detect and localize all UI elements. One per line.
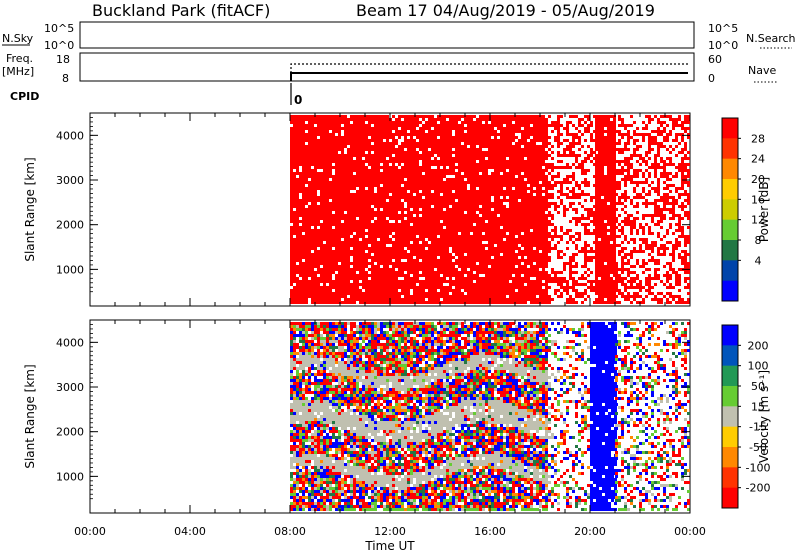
colorbar-swatch [722, 325, 738, 346]
x-tick-label: 00:00 [74, 525, 106, 538]
colorbar-label: Power [dB] [757, 177, 771, 242]
cpid-value: 0 [294, 93, 302, 107]
x-axis-label: Time UT [364, 539, 415, 553]
y-tick-label: 2000 [56, 219, 84, 232]
x-tick-label: 04:00 [174, 525, 206, 538]
colorbar-swatch [722, 406, 738, 428]
y-tick-label: 1000 [56, 263, 84, 276]
x-tick-label: 08:00 [274, 525, 306, 538]
colorbar-swatch [722, 386, 738, 407]
colorbar-tick-label: 4 [755, 254, 762, 267]
power-panel: 1000 2000 3000 4000 Slant Range [km] [23, 112, 691, 307]
y-tick-label: 3000 [56, 174, 84, 187]
nsky-tick-bottom: 10^0 [44, 39, 74, 52]
x-tick-label: 12:00 [374, 525, 406, 538]
cpid-row: CPID 0 [10, 83, 302, 107]
freq-unit: [MHz] [2, 65, 34, 78]
colorbar-swatch [722, 219, 738, 241]
freq-label: Freq. [6, 52, 33, 65]
power-colorbar: 28 24 20 16 12 8 4 Power [dB] [721, 117, 771, 302]
plot-title: Buckland Park (fitACF) [92, 1, 270, 20]
colorbar-tick-label: -50 [749, 441, 767, 454]
freq-tick-bottom: 8 [62, 72, 69, 85]
nave-trace [290, 63, 688, 73]
x-tick-label: 00:00 [674, 525, 706, 538]
freq-trace [290, 72, 688, 81]
colorbar-swatch [722, 199, 738, 221]
colorbar-tick-label: 16 [751, 193, 765, 206]
velocity-panel: 1000 2000 3000 4000 Slant Range [km] [23, 319, 691, 514]
nave-tick-top: 60 [708, 53, 722, 66]
colorbar-swatch [722, 447, 738, 468]
nsearch-label: N.Search [746, 32, 796, 45]
colorbar-swatch [722, 138, 738, 160]
colorbar-frame [721, 117, 739, 302]
colorbar-tick-label: -200 [746, 482, 771, 495]
colorbar-tick-label: 12 [751, 214, 765, 227]
y-tick-label: 4000 [56, 336, 84, 349]
colorbar-tick-label: -15 [749, 421, 767, 434]
nsky-tick-top: 10^5 [44, 22, 74, 35]
x-tick-label: 20:00 [574, 525, 606, 538]
nsearch-tick-top: 10^5 [708, 22, 738, 35]
y-tick-label: 3000 [56, 381, 84, 394]
nsearch-tick-bottom: 10^0 [708, 39, 738, 52]
colorbar-tick-label: 200 [748, 339, 769, 352]
colorbar-tick-label: 24 [751, 153, 765, 166]
cpid-label: CPID [10, 90, 39, 103]
nsky-panel: N.Sky 10^5 10^0 10^5 10^0 N.Search [2, 21, 796, 52]
colorbar-tick-label: 15 [751, 400, 765, 413]
colorbar-swatch [722, 345, 738, 367]
colorbar-tick-label: 50 [751, 380, 765, 393]
colorbar-swatch [722, 118, 738, 139]
colorbar-swatch [722, 487, 738, 509]
power-data-cells [290, 115, 690, 304]
colorbar-swatch [722, 240, 738, 261]
nave-tick-bottom: 0 [708, 72, 715, 85]
freq-frame [79, 52, 695, 82]
y-tick-label: 2000 [56, 426, 84, 439]
nave-label: Nave [748, 64, 776, 77]
velocity-colorbar: 200 100 50 15 -15 -50 -100 -200 Velocity [m s⁻¹] [721, 324, 771, 509]
colorbar-tick-label: 100 [748, 360, 769, 373]
y-axis-label: Slant Range [km] [23, 364, 37, 468]
freq-panel: Freq. [MHz] 18 8 60 0 Nave [2, 52, 778, 85]
colorbar-swatch [722, 365, 738, 387]
nsky-label: N.Sky [2, 32, 34, 45]
time-axis: 00:00 04:00 08:00 12:00 16:00 20:00 00:00 Time … [74, 525, 706, 553]
colorbar-tick-label: 20 [751, 173, 765, 186]
colorbar-swatch [722, 260, 738, 282]
freq-tick-top: 18 [56, 53, 70, 66]
velocity-data-cells [290, 322, 690, 511]
y-tick-label: 1000 [56, 470, 84, 483]
colorbar-tick-label: 8 [755, 234, 762, 247]
x-tick-label: 16:00 [474, 525, 506, 538]
colorbar-tick-label: 28 [751, 132, 765, 145]
y-axis-label: Slant Range [km] [23, 157, 37, 261]
colorbar-label: Velocity [m s⁻¹] [757, 370, 771, 463]
colorbar-tick-label: -100 [746, 461, 771, 474]
colorbar-swatch [722, 426, 738, 448]
colorbar-swatch [722, 280, 738, 302]
y-tick-label: 4000 [56, 129, 84, 142]
beam-date-range: Beam 17 04/Aug/2019 - 05/Aug/2019 [356, 1, 655, 20]
colorbar-swatch [722, 179, 738, 200]
nsky-frame [79, 21, 695, 49]
colorbar-frame [721, 324, 739, 509]
colorbar-swatch [722, 158, 738, 180]
colorbar-swatch [722, 467, 738, 489]
